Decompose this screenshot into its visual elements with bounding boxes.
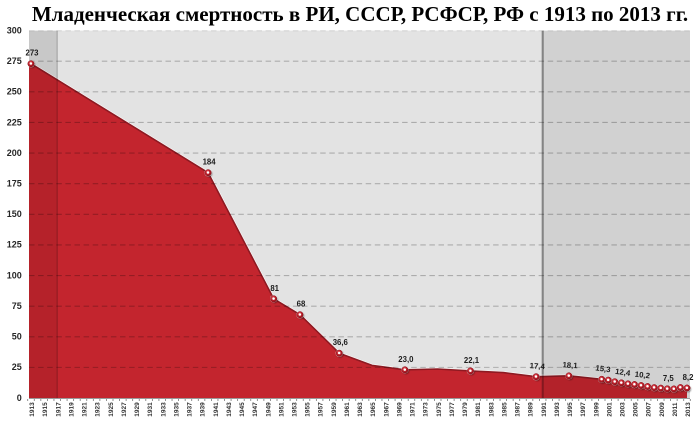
svg-text:1963: 1963 bbox=[357, 402, 364, 417]
svg-text:81: 81 bbox=[270, 284, 279, 293]
svg-text:2001: 2001 bbox=[606, 402, 613, 417]
svg-text:1921: 1921 bbox=[82, 402, 89, 417]
svg-text:12,4: 12,4 bbox=[615, 367, 632, 378]
svg-text:1973: 1973 bbox=[423, 402, 430, 417]
svg-text:1917: 1917 bbox=[55, 402, 62, 417]
svg-text:1941: 1941 bbox=[213, 402, 220, 417]
svg-text:1923: 1923 bbox=[95, 402, 102, 417]
svg-text:1935: 1935 bbox=[173, 402, 180, 417]
svg-text:2009: 2009 bbox=[659, 402, 666, 417]
svg-text:2013: 2013 bbox=[685, 402, 692, 417]
svg-text:175: 175 bbox=[7, 178, 22, 188]
svg-text:300: 300 bbox=[7, 25, 22, 35]
svg-text:1937: 1937 bbox=[187, 402, 194, 417]
svg-text:1983: 1983 bbox=[488, 402, 495, 417]
svg-text:1993: 1993 bbox=[554, 402, 561, 417]
svg-text:1949: 1949 bbox=[265, 402, 272, 417]
svg-text:15,3: 15,3 bbox=[595, 363, 612, 374]
svg-text:1971: 1971 bbox=[410, 402, 417, 417]
svg-text:1959: 1959 bbox=[331, 402, 338, 417]
svg-text:1975: 1975 bbox=[436, 402, 443, 417]
svg-text:23,0: 23,0 bbox=[398, 355, 414, 364]
svg-text:275: 275 bbox=[7, 56, 22, 66]
svg-text:1947: 1947 bbox=[252, 402, 259, 417]
svg-text:1991: 1991 bbox=[541, 402, 548, 417]
svg-text:100: 100 bbox=[7, 270, 22, 280]
svg-text:1989: 1989 bbox=[528, 402, 535, 417]
svg-text:1915: 1915 bbox=[42, 402, 49, 417]
svg-text:273: 273 bbox=[25, 49, 39, 58]
svg-text:2011: 2011 bbox=[672, 402, 679, 416]
svg-text:1985: 1985 bbox=[501, 402, 508, 417]
svg-text:8,2: 8,2 bbox=[683, 373, 695, 382]
svg-text:18,1: 18,1 bbox=[562, 360, 578, 370]
svg-text:250: 250 bbox=[7, 87, 22, 97]
svg-text:1969: 1969 bbox=[396, 402, 403, 417]
svg-text:1913: 1913 bbox=[29, 402, 36, 417]
svg-text:1965: 1965 bbox=[370, 402, 377, 417]
svg-text:1927: 1927 bbox=[121, 402, 128, 417]
svg-text:50: 50 bbox=[12, 332, 22, 342]
svg-text:2005: 2005 bbox=[633, 402, 640, 417]
svg-text:1961: 1961 bbox=[344, 402, 351, 417]
svg-text:1953: 1953 bbox=[292, 402, 299, 417]
svg-text:150: 150 bbox=[7, 209, 22, 219]
svg-text:1995: 1995 bbox=[567, 402, 574, 417]
svg-text:1967: 1967 bbox=[383, 402, 390, 417]
svg-text:2007: 2007 bbox=[646, 402, 653, 417]
svg-text:7,5: 7,5 bbox=[663, 374, 675, 383]
svg-text:25: 25 bbox=[12, 362, 22, 372]
svg-text:36,6: 36,6 bbox=[333, 338, 349, 347]
svg-text:1979: 1979 bbox=[462, 402, 469, 417]
svg-text:1981: 1981 bbox=[475, 402, 482, 417]
svg-text:2003: 2003 bbox=[620, 402, 627, 417]
svg-text:1919: 1919 bbox=[68, 402, 75, 417]
svg-text:1931: 1931 bbox=[147, 402, 154, 417]
svg-text:1997: 1997 bbox=[580, 402, 587, 417]
svg-text:75: 75 bbox=[12, 301, 22, 311]
svg-text:10,2: 10,2 bbox=[634, 370, 651, 381]
svg-text:1925: 1925 bbox=[108, 402, 115, 417]
svg-text:200: 200 bbox=[7, 148, 22, 158]
svg-text:225: 225 bbox=[7, 117, 22, 127]
svg-text:Младенческая смертность в РИ,: Младенческая смертность в РИ, СССР, РСФС… bbox=[32, 2, 688, 26]
svg-text:1999: 1999 bbox=[593, 402, 600, 417]
svg-text:1943: 1943 bbox=[226, 402, 233, 417]
svg-text:1977: 1977 bbox=[449, 402, 456, 417]
svg-text:1945: 1945 bbox=[239, 402, 246, 417]
svg-text:1987: 1987 bbox=[515, 402, 522, 417]
svg-text:0: 0 bbox=[17, 393, 22, 403]
svg-text:1933: 1933 bbox=[160, 402, 167, 417]
svg-text:1955: 1955 bbox=[305, 402, 312, 417]
svg-text:1957: 1957 bbox=[318, 402, 325, 417]
svg-text:184: 184 bbox=[203, 158, 217, 167]
svg-text:17,4: 17,4 bbox=[529, 361, 545, 371]
svg-text:22,1: 22,1 bbox=[464, 356, 480, 365]
svg-text:1951: 1951 bbox=[278, 402, 285, 417]
svg-text:68: 68 bbox=[297, 300, 306, 309]
svg-text:125: 125 bbox=[7, 240, 22, 250]
svg-text:1939: 1939 bbox=[200, 402, 207, 417]
svg-text:1929: 1929 bbox=[134, 402, 141, 417]
